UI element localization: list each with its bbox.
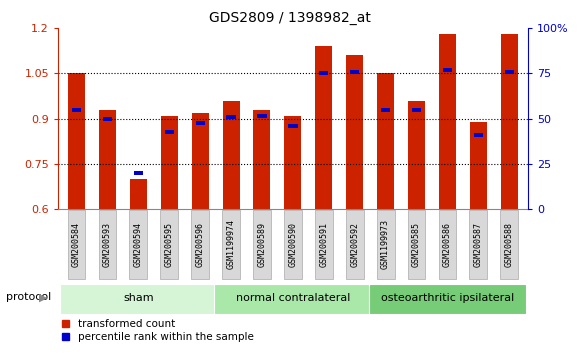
FancyBboxPatch shape <box>376 210 394 279</box>
Bar <box>223 101 240 209</box>
FancyBboxPatch shape <box>191 210 209 279</box>
FancyBboxPatch shape <box>253 210 271 279</box>
Bar <box>377 73 394 209</box>
Bar <box>319 72 328 75</box>
Bar <box>501 34 518 209</box>
Bar <box>350 70 360 74</box>
Text: GSM200586: GSM200586 <box>443 222 452 267</box>
FancyBboxPatch shape <box>501 210 518 279</box>
Text: GSM200589: GSM200589 <box>258 222 266 267</box>
Bar <box>191 113 209 209</box>
Text: sham: sham <box>123 293 154 303</box>
Legend: transformed count, percentile rank within the sample: transformed count, percentile rank withi… <box>58 315 258 347</box>
Text: GSM200596: GSM200596 <box>195 222 205 267</box>
FancyBboxPatch shape <box>369 284 526 314</box>
FancyBboxPatch shape <box>315 210 333 279</box>
Bar <box>99 110 116 209</box>
FancyBboxPatch shape <box>346 210 364 279</box>
FancyBboxPatch shape <box>469 210 487 279</box>
Text: GSM200588: GSM200588 <box>505 222 514 267</box>
FancyBboxPatch shape <box>284 210 302 279</box>
Text: GDS2809 / 1398982_at: GDS2809 / 1398982_at <box>209 11 371 25</box>
Bar <box>165 130 174 134</box>
FancyBboxPatch shape <box>408 210 426 279</box>
Bar <box>474 133 483 137</box>
Text: GSM200587: GSM200587 <box>474 222 483 267</box>
Bar <box>346 55 363 209</box>
Text: GSM200585: GSM200585 <box>412 222 421 267</box>
Text: GSM200592: GSM200592 <box>350 222 359 267</box>
FancyBboxPatch shape <box>160 210 178 279</box>
Bar <box>470 122 487 209</box>
FancyBboxPatch shape <box>438 210 456 279</box>
Text: ▶: ▶ <box>39 292 48 302</box>
Bar <box>195 121 205 125</box>
FancyBboxPatch shape <box>99 210 117 279</box>
Bar <box>408 101 425 209</box>
FancyBboxPatch shape <box>214 284 372 314</box>
Bar <box>68 73 85 209</box>
Bar <box>439 34 456 209</box>
Bar <box>443 68 452 73</box>
FancyBboxPatch shape <box>60 284 217 314</box>
Bar <box>161 115 177 209</box>
Bar <box>253 110 270 209</box>
Text: osteoarthritic ipsilateral: osteoarthritic ipsilateral <box>381 293 514 303</box>
Text: normal contralateral: normal contralateral <box>235 293 350 303</box>
Bar <box>412 108 421 112</box>
Bar <box>258 114 267 118</box>
Bar <box>381 108 390 112</box>
Text: protocol: protocol <box>6 292 51 302</box>
Bar <box>72 108 81 112</box>
Text: GSM200593: GSM200593 <box>103 222 112 267</box>
Text: GSM200594: GSM200594 <box>134 222 143 267</box>
FancyBboxPatch shape <box>68 210 85 279</box>
Bar <box>130 179 147 209</box>
Text: GSM200595: GSM200595 <box>165 222 174 267</box>
Text: GSM200591: GSM200591 <box>320 222 328 267</box>
Bar <box>288 124 298 128</box>
FancyBboxPatch shape <box>129 210 147 279</box>
Text: GSM200584: GSM200584 <box>72 222 81 267</box>
Text: GSM1199974: GSM1199974 <box>227 219 235 269</box>
Bar <box>505 70 514 74</box>
Text: GSM1199973: GSM1199973 <box>381 219 390 269</box>
Bar <box>103 116 112 121</box>
Bar <box>316 46 332 209</box>
Bar <box>226 115 235 119</box>
Bar <box>133 171 143 175</box>
Text: GSM200590: GSM200590 <box>288 222 298 267</box>
FancyBboxPatch shape <box>222 210 240 279</box>
Bar <box>284 115 302 209</box>
